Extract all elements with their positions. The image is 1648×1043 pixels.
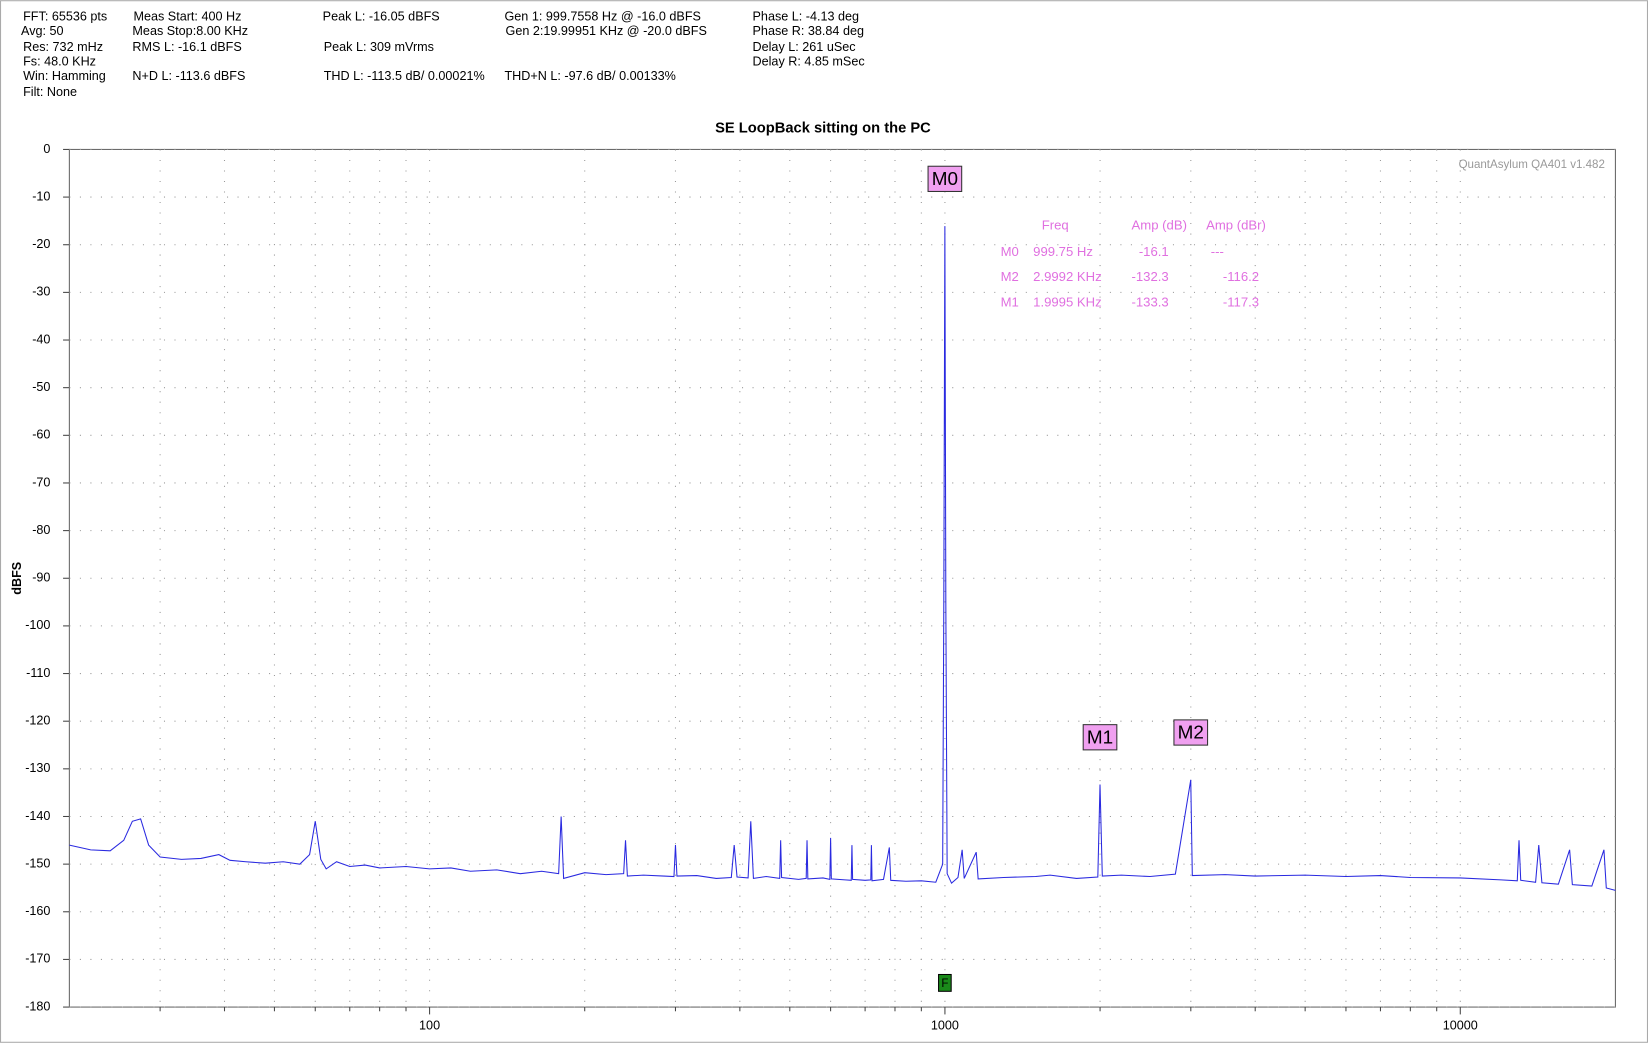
marker-table-cell: M1 [1001,294,1019,309]
header-stat: Gen 2:19.99951 KHz @ -20.0 dBFS [506,24,707,38]
marker-table-cell: 999.75 Hz [1033,244,1093,259]
y-tick-label: -70 [32,475,50,489]
y-tick-label: -20 [32,237,50,251]
marker-label: M2 [1178,723,1204,744]
header-stat: THD+N L: -97.6 dB/ 0.00133% [504,69,675,83]
marker-table-cell: -132.3 [1132,269,1169,284]
x-tick-label: 100 [419,1018,440,1032]
y-tick-label: -180 [25,999,50,1013]
marker-table-cell: -117.3 [1223,294,1259,309]
marker-box [927,165,963,192]
fundamental-flag-label: F [941,978,948,990]
header-stat: Gen 1: 999.7558 Hz @ -16.0 dBFS [504,9,700,23]
header-stat: THD L: -113.5 dB/ 0.00021% [324,69,485,83]
marker-box [1082,724,1118,751]
header-stat: Win: Hamming [23,69,106,83]
y-tick-label: -120 [25,714,50,728]
marker-label: M1 [1087,727,1113,748]
marker-table-header: Amp (dBr) [1206,218,1266,233]
chart-title: SE LoopBack sitting on the PC [715,120,931,136]
fundamental-flag [938,973,952,992]
y-tick-label: -30 [32,285,50,299]
header-stat: FFT: 65536 pts [23,9,107,23]
marker-box [1173,719,1209,746]
watermark: QuantAsylum QA401 v1.482 [1459,159,1605,171]
x-tick-label: 10000 [1443,1018,1478,1032]
y-tick-label: 0 [43,142,50,156]
x-tick-label: 1000 [931,1018,959,1032]
y-axis-label: dBFS [10,562,24,595]
header-stat: Res: 732 mHz [23,40,103,54]
y-tick-label: -170 [25,952,50,966]
y-tick-label: -10 [32,189,50,203]
y-tick-label: -160 [25,904,50,918]
header-stat: N+D L: -113.6 dBFS [132,69,245,83]
marker-table-cell: 1.9995 KHz [1033,294,1102,309]
header-stat: Peak L: -16.05 dBFS [323,9,440,23]
y-tick-label: -110 [26,666,50,680]
marker-table-cell: --- [1211,244,1224,259]
marker-table-cell: -116.2 [1223,269,1259,284]
header-stat: Peak L: 309 mVrms [324,40,434,54]
marker-table-cell: M2 [1001,269,1019,284]
header-stat: Avg: 50 [21,24,64,38]
y-tick-label: -100 [25,618,50,632]
header-stat: RMS L: -16.1 dBFS [132,40,241,54]
header-stat: Meas Stop:8.00 KHz [132,24,248,38]
marker-table-cell: M0 [1001,244,1019,259]
marker-table-cell: -16.1 [1139,244,1169,259]
header-stat: Delay R: 4.85 mSec [753,55,865,69]
y-tick-label: -80 [32,523,50,537]
header-stat: Phase L: -4.13 deg [753,9,860,23]
y-tick-label: -140 [25,809,50,823]
marker-label: M0 [932,169,958,190]
marker-table-header: Amp (dB) [1132,218,1187,233]
y-tick-label: -50 [32,380,50,394]
header-stat: Fs: 48.0 KHz [23,55,96,69]
spectrum-line [69,226,1616,891]
header-stat: Delay L: 261 uSec [753,40,856,54]
header-stat: Meas Start: 400 Hz [133,9,241,23]
marker-table-cell: -133.3 [1132,294,1169,309]
y-tick-label: -60 [32,428,50,442]
header-stat: Phase R: 38.84 deg [753,24,864,38]
y-tick-label: -40 [32,332,50,346]
marker-table-cell: 2.9992 KHz [1033,269,1102,284]
y-tick-label: -130 [25,761,50,775]
y-tick-label: -150 [25,856,50,870]
y-tick-label: -90 [32,571,50,585]
header-stat: Filt: None [23,85,77,99]
marker-table-header: Freq [1042,218,1069,233]
